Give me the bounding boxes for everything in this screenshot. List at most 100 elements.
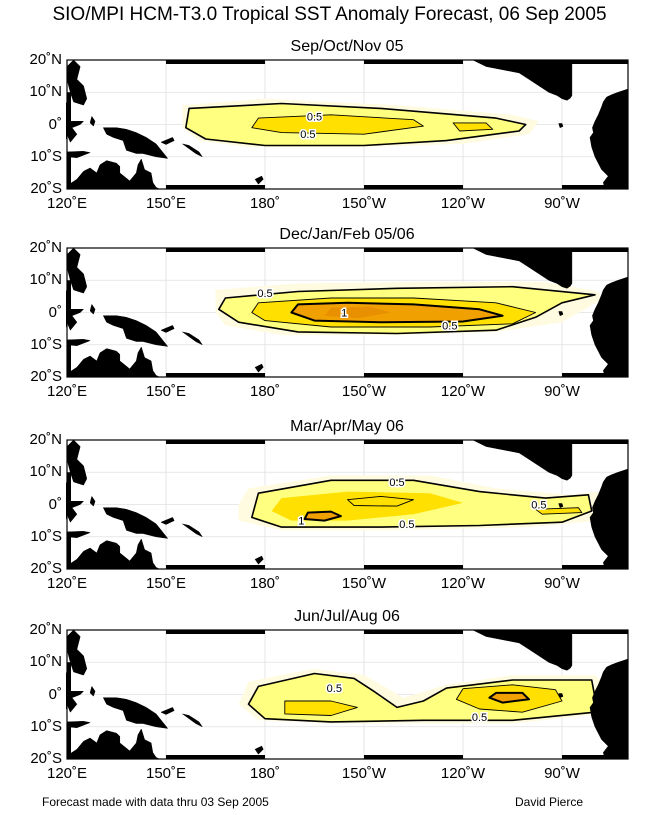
lon-tick-label: 150˚E <box>145 195 187 212</box>
lat-tick-label: 10˚N <box>29 653 62 671</box>
axis-bar-segment <box>562 248 628 252</box>
anomaly-contour <box>218 285 596 335</box>
solomon-islands-land <box>182 713 204 728</box>
contour-label: 0.5 <box>472 712 487 724</box>
axis-bar-segment <box>67 726 71 759</box>
axis-bar-segment <box>364 630 463 634</box>
contour-label: 1 <box>298 516 304 528</box>
contour-label: 0.5 <box>307 111 322 123</box>
lat-tick-label: 20˚N <box>29 431 62 448</box>
lon-tick-label: 120˚E <box>46 765 88 782</box>
galapagos-land <box>558 693 564 699</box>
sst-anomaly-map: 0.5 0.5 <box>66 629 629 760</box>
axis-bar-segment <box>67 344 71 377</box>
figure-title: SIO/MPI HCM-T3.0 Tropical SST Anomaly Fo… <box>52 4 607 25</box>
lon-tick-label: 120˚W <box>440 765 486 782</box>
halmahera-land <box>89 685 96 697</box>
central-america-land <box>472 59 573 101</box>
footer-author: David Pierce <box>515 795 584 809</box>
axis-bar-segment <box>364 565 463 569</box>
anomaly-fill <box>324 306 391 319</box>
anomaly-contour <box>251 114 424 135</box>
lon-tick-label: 150˚W <box>341 765 387 782</box>
axis-bar-segment <box>562 373 628 377</box>
halmahera-land <box>89 303 96 315</box>
fiji-land <box>254 363 264 373</box>
lat-tick-label: 20˚S <box>30 560 62 577</box>
axis-bar-segment <box>624 726 628 759</box>
galapagos-land <box>558 503 564 509</box>
lat-tick-label: 0˚ <box>48 303 62 321</box>
contour-label: 0.5 <box>300 129 315 141</box>
axis-bar-segment <box>166 755 265 759</box>
lon-tick-label: 150˚E <box>145 383 187 400</box>
australia-land <box>66 538 160 570</box>
axis-bar-segment <box>624 92 628 125</box>
south-america-land <box>589 276 629 378</box>
anomaly-contour <box>251 297 537 328</box>
australia-land <box>66 346 160 378</box>
lon-tick-label: 180˚ <box>249 195 281 212</box>
axis-bar-segment <box>166 565 265 569</box>
sst-anomaly-map: 0.5 1 0.5 0.5 <box>66 439 629 570</box>
anomaly-contour <box>251 479 593 528</box>
anomaly-contour <box>488 691 530 704</box>
axis-bar-segment <box>166 60 265 64</box>
anomaly-fill <box>453 122 493 131</box>
lat-tick-label: 10˚N <box>29 271 62 289</box>
anomaly-contour <box>284 700 358 716</box>
lon-tick-label: 150˚W <box>341 195 387 212</box>
lat-tick-label: 20˚S <box>30 368 62 385</box>
lon-tick-label: 120˚W <box>440 195 486 212</box>
anomaly-fill <box>284 701 358 716</box>
anomaly-fill <box>251 114 424 135</box>
anomaly-contour <box>185 102 527 147</box>
lat-tick-label: 10˚S <box>30 147 62 165</box>
new-guinea-land <box>102 697 169 729</box>
lon-tick-label: 120˚W <box>440 383 486 400</box>
anomaly-contour <box>303 510 342 522</box>
lon-tick-label: 150˚W <box>341 383 387 400</box>
axis-bar-segment <box>624 280 628 313</box>
south-america-land <box>589 88 629 190</box>
central-america-land <box>472 247 573 289</box>
panel-title: Dec/Jan/Feb 05/06 <box>279 226 415 243</box>
sst-anomaly-map: 0.5 1 0.5 <box>66 247 629 378</box>
lat-tick-label: 10˚N <box>29 83 62 101</box>
sst-anomaly-map: 0.5 0.5 <box>66 59 629 190</box>
lat-tick-label: 10˚S <box>30 717 62 735</box>
new-guinea-land <box>102 315 169 347</box>
new-britain-land <box>160 707 175 715</box>
central-america-land <box>472 439 573 481</box>
lon-tick-label: 180˚ <box>249 383 281 400</box>
contour-label: 1 <box>341 308 347 320</box>
south-america-land <box>589 468 629 570</box>
lon-tick-label: 120˚E <box>46 575 88 592</box>
axis-bar-segment <box>364 60 463 64</box>
lon-tick-label: 90˚W <box>544 383 580 400</box>
galapagos-land <box>558 123 564 129</box>
contour-label: 0.5 <box>531 500 546 512</box>
axis-bar-segment <box>562 630 628 634</box>
axis-bar-segment <box>67 280 71 313</box>
lon-tick-label: 150˚W <box>341 575 387 592</box>
axis-bar-segment <box>166 440 265 444</box>
anomaly-contour <box>535 507 583 515</box>
lat-tick-label: 20˚S <box>30 180 62 197</box>
axis-bar-segment <box>166 185 265 189</box>
galapagos-land <box>558 311 564 317</box>
lon-tick-label: 90˚W <box>544 575 580 592</box>
lat-tick-label: 20˚N <box>29 239 62 256</box>
anomaly-contour <box>290 301 504 324</box>
halmahera-land <box>89 115 96 127</box>
axis-bar-segment <box>624 662 628 695</box>
lon-tick-label: 120˚W <box>440 575 486 592</box>
axis-bar-segment <box>364 755 463 759</box>
axis-bar-segment <box>624 156 628 189</box>
new-guinea-land <box>102 507 169 539</box>
axis-bar-segment <box>562 185 628 189</box>
anomaly-contour <box>452 122 494 132</box>
lat-tick-label: 0˚ <box>48 115 62 133</box>
axis-bar-segment <box>562 755 628 759</box>
lat-tick-label: 20˚N <box>29 51 62 68</box>
